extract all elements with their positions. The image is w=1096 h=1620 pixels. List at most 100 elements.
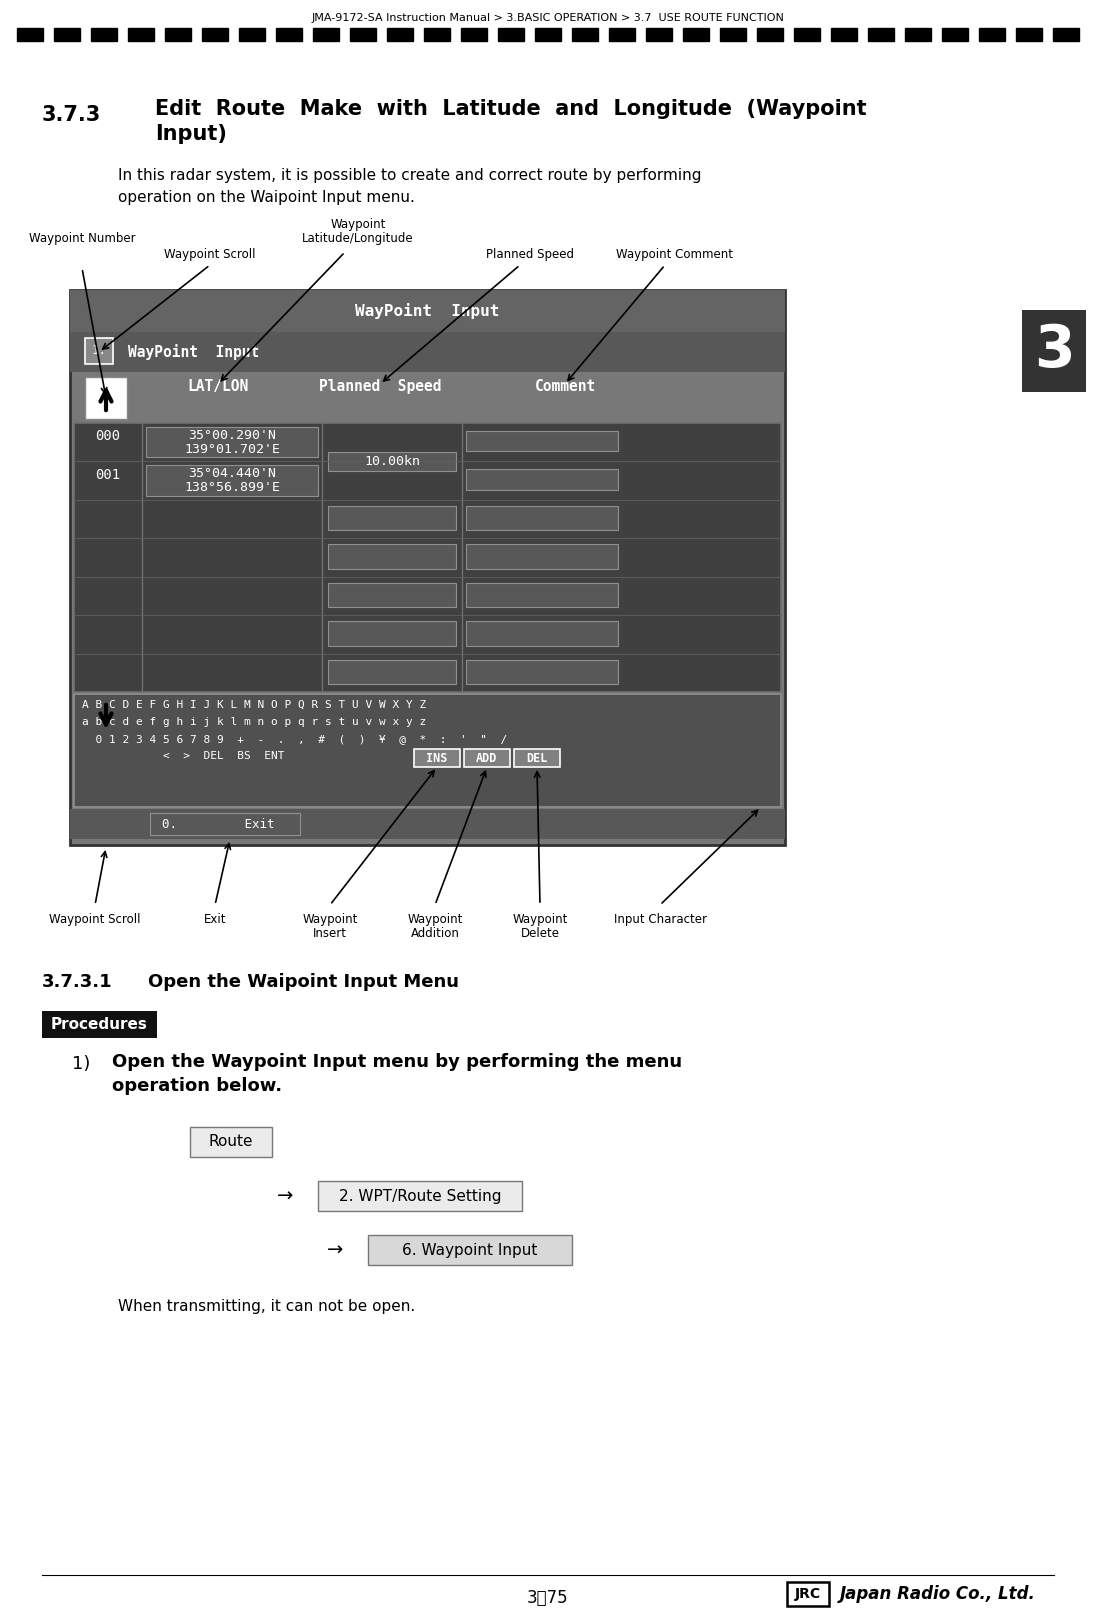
Bar: [70, 808, 785, 839]
Text: Waypoint Comment: Waypoint Comment: [616, 248, 733, 261]
Bar: [70, 290, 785, 846]
Text: DEL: DEL: [526, 752, 548, 765]
Bar: [905, 28, 931, 40]
Text: Waypoint: Waypoint: [408, 914, 463, 927]
Text: WayPoint  Input: WayPoint Input: [128, 343, 260, 360]
Text: JRC: JRC: [795, 1588, 821, 1601]
Text: ADD: ADD: [477, 752, 498, 765]
Bar: [514, 748, 560, 766]
Bar: [165, 28, 191, 40]
Text: A B C D E F G H I J K L M N O P Q R S T U V W X Y Z: A B C D E F G H I J K L M N O P Q R S T …: [82, 700, 426, 710]
Bar: [54, 28, 80, 40]
FancyBboxPatch shape: [42, 1011, 157, 1038]
Bar: [313, 28, 339, 40]
Text: Waypoint: Waypoint: [512, 914, 568, 927]
Text: 35°04.440'N: 35°04.440'N: [189, 467, 276, 480]
Bar: [466, 470, 618, 489]
Text: Exit: Exit: [204, 914, 226, 927]
Bar: [466, 431, 618, 452]
Bar: [328, 583, 456, 608]
Bar: [85, 697, 127, 739]
Text: Planned  Speed: Planned Speed: [319, 379, 442, 394]
Bar: [572, 28, 598, 40]
Text: Open the Waypoint Input menu by performing the menu: Open the Waypoint Input menu by performi…: [112, 1053, 682, 1071]
Bar: [202, 28, 228, 40]
Text: 6. Waypoint Input: 6. Waypoint Input: [402, 1243, 538, 1257]
Bar: [146, 428, 318, 457]
FancyBboxPatch shape: [318, 1181, 522, 1212]
Text: 1): 1): [72, 1055, 90, 1072]
Text: →: →: [277, 1186, 294, 1205]
Text: Open the Waipoint Input Menu: Open the Waipoint Input Menu: [148, 974, 459, 991]
Bar: [328, 452, 456, 471]
Bar: [328, 505, 456, 530]
Text: INS: INS: [426, 752, 447, 765]
Bar: [150, 813, 300, 834]
Bar: [464, 748, 510, 766]
Text: Route: Route: [208, 1134, 253, 1150]
Bar: [466, 620, 618, 646]
Bar: [831, 28, 857, 40]
Bar: [75, 693, 781, 807]
Bar: [466, 544, 618, 569]
Text: WayPoint  Input: WayPoint Input: [355, 303, 500, 319]
FancyBboxPatch shape: [368, 1234, 572, 1265]
Bar: [146, 465, 318, 496]
Text: Delete: Delete: [521, 927, 559, 940]
Text: 3－75: 3－75: [527, 1589, 569, 1607]
Text: 10.00kn: 10.00kn: [364, 455, 420, 468]
Bar: [91, 28, 117, 40]
Bar: [461, 28, 487, 40]
Bar: [85, 339, 113, 364]
Bar: [466, 659, 618, 684]
Bar: [1021, 309, 1086, 392]
Bar: [941, 28, 968, 40]
Text: Planned Speed: Planned Speed: [486, 248, 574, 261]
Text: Addition: Addition: [411, 927, 459, 940]
Bar: [1016, 28, 1042, 40]
Bar: [70, 290, 785, 332]
Text: Insert: Insert: [313, 927, 347, 940]
Bar: [1053, 28, 1078, 40]
Bar: [70, 332, 785, 373]
Text: <  >  DEL  BS  ENT: < > DEL BS ENT: [82, 752, 285, 761]
Text: 138°56.899'E: 138°56.899'E: [184, 481, 279, 494]
Bar: [424, 28, 450, 40]
Text: 0 1 2 3 4 5 6 7 8 9  +  -  .  ,  #  (  )  ¥  @  *  :  '  "  /: 0 1 2 3 4 5 6 7 8 9 + - . , # ( ) ¥ @ * …: [82, 734, 507, 744]
Bar: [18, 28, 43, 40]
Bar: [535, 28, 561, 40]
Bar: [128, 28, 155, 40]
Text: Input): Input): [155, 125, 227, 144]
Text: Input Character: Input Character: [614, 914, 707, 927]
Bar: [328, 659, 456, 684]
Bar: [414, 748, 460, 766]
Text: Latitude/Longitude: Latitude/Longitude: [302, 232, 414, 245]
Bar: [868, 28, 894, 40]
Text: Waypoint Number: Waypoint Number: [28, 232, 135, 245]
Bar: [757, 28, 783, 40]
Text: In this radar system, it is possible to create and correct route by performing: In this radar system, it is possible to …: [118, 168, 701, 183]
Bar: [328, 620, 456, 646]
Bar: [387, 28, 413, 40]
Text: 1.: 1.: [91, 345, 106, 358]
Bar: [350, 28, 376, 40]
Bar: [328, 544, 456, 569]
Text: 3: 3: [1034, 322, 1074, 379]
Text: JMA-9172-SA Instruction Manual > 3.BASIC OPERATION > 3.7  USE ROUTE FUNCTION: JMA-9172-SA Instruction Manual > 3.BASIC…: [311, 13, 785, 23]
Bar: [466, 505, 618, 530]
Bar: [794, 28, 820, 40]
Text: 000: 000: [95, 429, 121, 444]
Text: Waypoint Scroll: Waypoint Scroll: [164, 248, 255, 261]
Bar: [498, 28, 524, 40]
Text: Waypoint Scroll: Waypoint Scroll: [49, 914, 140, 927]
Text: Edit  Route  Make  with  Latitude  and  Longitude  (Waypoint: Edit Route Make with Latitude and Longit…: [155, 99, 867, 118]
Text: Procedures: Procedures: [52, 1017, 148, 1032]
Bar: [75, 423, 781, 692]
Text: →: →: [327, 1241, 343, 1259]
Text: LAT/LON: LAT/LON: [187, 379, 249, 394]
Text: 3.7.3.1: 3.7.3.1: [42, 974, 113, 991]
FancyBboxPatch shape: [787, 1583, 829, 1605]
Text: 3.7.3: 3.7.3: [42, 105, 101, 125]
Text: 2. WPT/Route Setting: 2. WPT/Route Setting: [339, 1189, 501, 1204]
Text: Waypoint: Waypoint: [330, 219, 386, 232]
